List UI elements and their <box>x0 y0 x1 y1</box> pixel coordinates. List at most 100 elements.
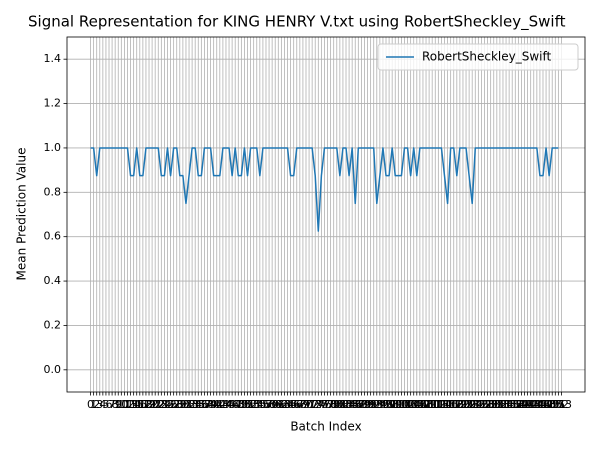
x-tick-label: 113 <box>428 398 449 411</box>
x-tick-label: 141 <box>514 398 535 411</box>
x-tick-label: 103 <box>397 398 418 411</box>
y-tick-label: 0.8 <box>44 185 62 198</box>
x-tick-label: 119 <box>446 398 467 411</box>
x-tick-label: 53 <box>247 398 261 411</box>
x-tick-label: 88 <box>354 398 368 411</box>
x-tick-label: 70 <box>299 398 313 411</box>
x-tick-label: 142 <box>517 398 538 411</box>
x-tick-label: 22 <box>151 398 165 411</box>
x-tick-label: 76 <box>317 398 331 411</box>
x-tick-label: 108 <box>412 398 433 411</box>
x-tick-label: 130 <box>480 398 501 411</box>
x-tick-label: 8 <box>112 398 119 411</box>
x-tick-label: 134 <box>492 398 513 411</box>
x-tick-label: 37 <box>197 398 211 411</box>
x-tick-label: 64 <box>281 398 295 411</box>
x-tick-label: 139 <box>508 398 529 411</box>
x-tick-label: 137 <box>502 398 523 411</box>
x-tick-label: 16 <box>133 398 147 411</box>
x-tick-label: 147 <box>532 398 553 411</box>
x-tick-label: 123 <box>459 398 480 411</box>
x-tick-label: 122 <box>456 398 477 411</box>
x-tick-label: 109 <box>416 398 437 411</box>
x-tick-label: 85 <box>345 398 359 411</box>
x-tick-label: 58 <box>262 398 276 411</box>
x-tick-label: 60 <box>268 398 282 411</box>
x-tick-label: 34 <box>188 398 202 411</box>
x-tick-label: 138 <box>505 398 526 411</box>
x-tick-label: 71 <box>302 398 316 411</box>
x-tick-label: 91 <box>364 398 378 411</box>
x-tick-label: 48 <box>231 398 245 411</box>
x-tick-label: 59 <box>265 398 279 411</box>
x-tick-label: 38 <box>201 398 215 411</box>
x-tick-label: 0 <box>87 398 94 411</box>
x-tick-label: 28 <box>170 398 184 411</box>
x-tick-label: 127 <box>471 398 492 411</box>
x-tick-label: 104 <box>400 398 421 411</box>
x-tick-label: 57 <box>259 398 273 411</box>
chart-title: Signal Representation for KING HENRY V.t… <box>28 13 566 32</box>
x-tick-label: 106 <box>406 398 427 411</box>
x-tick-label: 31 <box>179 398 193 411</box>
x-tick-label: 132 <box>486 398 507 411</box>
x-tick-label: 27 <box>167 398 181 411</box>
x-tick-label: 9 <box>115 398 122 411</box>
x-tick-label: 32 <box>182 398 196 411</box>
x-tick-label: 18 <box>139 398 153 411</box>
x-tick-label: 35 <box>191 398 205 411</box>
x-tick-label: 33 <box>185 398 199 411</box>
x-tick-label: 95 <box>376 398 390 411</box>
x-tick-label: 39 <box>204 398 218 411</box>
x-tick-label: 89 <box>357 398 371 411</box>
y-tick-label: 0.6 <box>44 230 62 243</box>
x-tick-label: 105 <box>403 398 424 411</box>
y-axis-label: Mean Prediction Value <box>15 148 29 281</box>
x-tick-label: 118 <box>443 398 464 411</box>
x-tick-label: 45 <box>222 398 236 411</box>
x-tick-label: 51 <box>241 398 255 411</box>
x-tick-label: 116 <box>437 398 458 411</box>
x-tick-label: 143 <box>520 398 541 411</box>
x-tick-label: 19 <box>142 398 156 411</box>
x-tick-label: 144 <box>523 398 544 411</box>
x-tick-label: 15 <box>130 398 144 411</box>
x-tick-label: 17 <box>136 398 150 411</box>
x-axis-label: Batch Index <box>290 420 361 434</box>
legend-box <box>377 43 579 71</box>
x-tick-label: 80 <box>330 398 344 411</box>
x-tick-label: 87 <box>351 398 365 411</box>
x-tick-label: 92 <box>367 398 381 411</box>
x-tick-label: 129 <box>477 398 498 411</box>
x-tick-label: 12 <box>120 398 134 411</box>
x-tick-label: 94 <box>373 398 387 411</box>
x-tick-label: 3 <box>96 398 103 411</box>
x-tick-label: 63 <box>277 398 291 411</box>
x-tick-label: 20 <box>145 398 159 411</box>
x-tick-label: 43 <box>216 398 230 411</box>
x-tick-label: 41 <box>210 398 224 411</box>
x-tick-label: 128 <box>474 398 495 411</box>
x-tick-label: 55 <box>253 398 267 411</box>
x-tick-label: 69 <box>296 398 310 411</box>
y-tick-label: 0.4 <box>44 274 62 287</box>
x-tick-label: 152 <box>548 398 569 411</box>
x-tick-label: 5 <box>102 398 109 411</box>
x-tick-label: 62 <box>274 398 288 411</box>
x-tick-label: 25 <box>160 398 174 411</box>
x-tick-label: 96 <box>379 398 393 411</box>
x-tick-label: 10 <box>114 398 128 411</box>
x-tick-label: 101 <box>391 398 412 411</box>
x-tick-label: 54 <box>250 398 264 411</box>
y-tick-label: 1.2 <box>44 97 62 110</box>
x-tick-label: 135 <box>496 398 517 411</box>
x-tick-label: 150 <box>542 398 563 411</box>
x-tick-label: 11 <box>117 398 131 411</box>
x-tick-label: 93 <box>370 398 384 411</box>
x-tick-label: 114 <box>431 398 452 411</box>
x-tick-label: 4 <box>99 398 106 411</box>
x-tick-label: 83 <box>339 398 353 411</box>
x-tick-label: 148 <box>536 398 557 411</box>
